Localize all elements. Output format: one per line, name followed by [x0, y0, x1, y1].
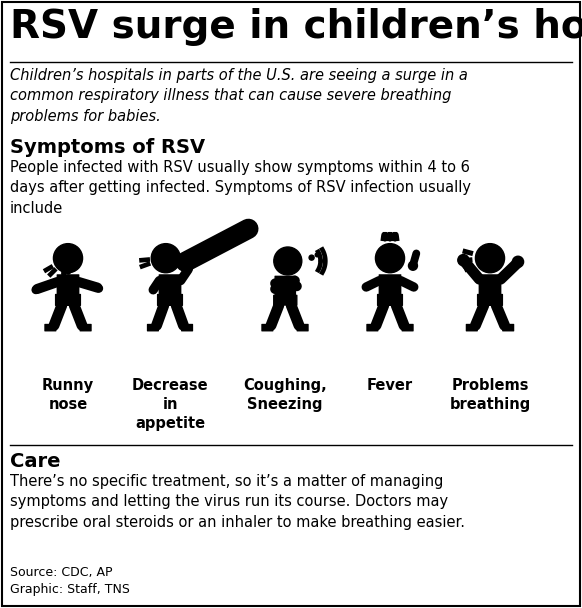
Circle shape	[458, 255, 469, 266]
FancyBboxPatch shape	[159, 275, 180, 298]
FancyBboxPatch shape	[466, 325, 477, 331]
FancyBboxPatch shape	[80, 325, 91, 331]
Circle shape	[95, 285, 102, 292]
FancyBboxPatch shape	[274, 295, 297, 305]
FancyBboxPatch shape	[378, 294, 402, 305]
Circle shape	[151, 244, 180, 273]
Circle shape	[309, 255, 314, 260]
FancyBboxPatch shape	[262, 325, 273, 331]
FancyBboxPatch shape	[275, 277, 296, 297]
Text: Runny
nose: Runny nose	[42, 378, 94, 412]
FancyBboxPatch shape	[182, 325, 193, 331]
Circle shape	[512, 256, 524, 268]
Text: Coughing,
Sneezing: Coughing, Sneezing	[243, 378, 327, 412]
FancyBboxPatch shape	[56, 294, 80, 305]
Circle shape	[54, 244, 83, 273]
Circle shape	[32, 286, 40, 294]
FancyBboxPatch shape	[478, 294, 502, 305]
Circle shape	[409, 261, 417, 270]
Text: People infected with RSV usually show symptoms within 4 to 6
days after getting : People infected with RSV usually show sy…	[10, 160, 471, 216]
FancyBboxPatch shape	[148, 325, 158, 331]
FancyBboxPatch shape	[57, 275, 79, 298]
FancyBboxPatch shape	[158, 294, 182, 305]
Circle shape	[315, 253, 319, 257]
FancyBboxPatch shape	[297, 325, 308, 331]
FancyBboxPatch shape	[503, 325, 513, 331]
Circle shape	[319, 260, 322, 263]
Text: Children’s hospitals in parts of the U.S. are seeing a surge in a
common respira: Children’s hospitals in parts of the U.S…	[10, 68, 468, 124]
Text: Symptoms of RSV: Symptoms of RSV	[10, 138, 205, 157]
Text: There’s no specific treatment, so it’s a matter of managing
symptoms and letting: There’s no specific treatment, so it’s a…	[10, 474, 465, 530]
FancyBboxPatch shape	[480, 275, 501, 298]
Circle shape	[274, 247, 302, 275]
Circle shape	[375, 244, 404, 273]
FancyBboxPatch shape	[402, 325, 413, 331]
Text: Decrease
in
appetite: Decrease in appetite	[132, 378, 208, 432]
Text: Problems
breathing: Problems breathing	[449, 378, 531, 412]
Text: RSV surge in children’s hospitals: RSV surge in children’s hospitals	[10, 8, 582, 46]
Circle shape	[179, 258, 190, 270]
Circle shape	[475, 244, 505, 273]
Text: Care: Care	[10, 452, 61, 471]
Circle shape	[186, 264, 193, 271]
Text: Source: CDC, AP
Graphic: Staff, TNS: Source: CDC, AP Graphic: Staff, TNS	[10, 566, 130, 596]
Text: Fever: Fever	[367, 378, 413, 393]
FancyBboxPatch shape	[367, 325, 378, 331]
FancyBboxPatch shape	[45, 325, 56, 331]
FancyBboxPatch shape	[379, 275, 400, 298]
